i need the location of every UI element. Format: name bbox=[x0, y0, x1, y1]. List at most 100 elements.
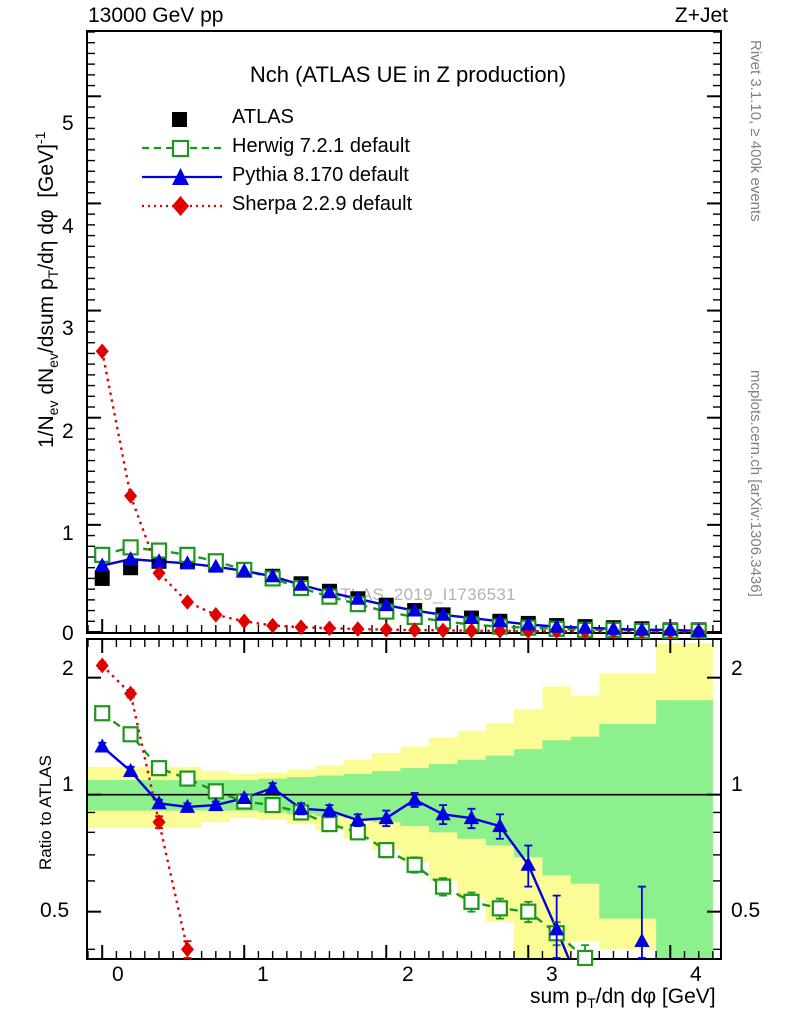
xtick-0: 0 bbox=[112, 963, 124, 986]
marker-diamond bbox=[209, 607, 223, 623]
main-line-sherpa bbox=[101, 351, 699, 633]
xtick-4: 4 bbox=[690, 963, 702, 986]
ytick-main-5: 5 bbox=[62, 112, 74, 135]
legend-key-pythia bbox=[142, 168, 222, 185]
marker-square-open bbox=[179, 770, 196, 787]
marker-triangle bbox=[634, 933, 650, 948]
marker-triangle bbox=[179, 555, 196, 570]
process-label: Z+Jet bbox=[674, 4, 728, 27]
main-plot-frame bbox=[86, 30, 722, 634]
marker-triangle bbox=[122, 551, 139, 566]
marker-square-open bbox=[463, 893, 480, 910]
marker-square-open bbox=[491, 900, 508, 917]
marker-triangle bbox=[236, 790, 252, 805]
marker-diamond bbox=[152, 814, 166, 830]
marker-triangle bbox=[548, 921, 565, 936]
marker-diamond bbox=[124, 488, 138, 504]
marker-square-open bbox=[520, 903, 537, 920]
ytick-ratio-right-1: 1 bbox=[731, 773, 743, 796]
marker-diamond bbox=[124, 685, 138, 702]
marker-triangle bbox=[463, 610, 480, 625]
marker-diamond bbox=[351, 621, 365, 637]
ratio-line bbox=[101, 664, 189, 950]
marker-triangle bbox=[378, 597, 394, 612]
marker-triangle bbox=[122, 763, 139, 778]
marker-triangle bbox=[634, 621, 650, 636]
marker-diamond bbox=[95, 343, 109, 360]
ytick-ratio-left-1: 1 bbox=[62, 773, 74, 796]
x-axis-label: sum pT/dη dφ [GeV] bbox=[530, 985, 716, 1012]
xtick-3: 3 bbox=[546, 963, 558, 986]
ytick-ratio-left-2: 2 bbox=[62, 657, 74, 680]
marker-triangle bbox=[662, 621, 678, 636]
ytick-main-4: 4 bbox=[62, 215, 74, 238]
marker-triangle bbox=[435, 606, 451, 621]
beam-energy-label: 13000 GeV pp bbox=[88, 4, 224, 27]
marker-triangle bbox=[264, 568, 281, 583]
marker-triangle bbox=[577, 619, 593, 634]
ytick-ratio-right-05: 0.5 bbox=[731, 899, 761, 922]
marker-square bbox=[94, 570, 110, 586]
marker-triangle bbox=[321, 584, 338, 599]
marker-triangle bbox=[605, 620, 622, 635]
xtick-2: 2 bbox=[402, 963, 414, 986]
marker-square-open bbox=[122, 726, 139, 743]
ytick-ratio-left-05: 0.5 bbox=[40, 899, 70, 922]
marker-square-open bbox=[94, 705, 111, 722]
marker-triangle bbox=[520, 856, 536, 871]
marker-triangle bbox=[293, 576, 309, 591]
ytick-main-0: 0 bbox=[62, 622, 74, 645]
marker-square-open bbox=[349, 824, 366, 841]
marker-diamond bbox=[436, 622, 450, 639]
legend-key-herwig bbox=[142, 139, 222, 158]
marker-triangle bbox=[236, 562, 252, 577]
marker-triangle bbox=[406, 602, 423, 617]
marker-triangle bbox=[151, 553, 167, 568]
ytick-main-2: 2 bbox=[62, 420, 74, 443]
marker-diamond bbox=[408, 622, 422, 638]
ytick-main-3: 3 bbox=[62, 317, 74, 340]
marker-square-open bbox=[207, 783, 224, 800]
ratio-plot-frame bbox=[86, 638, 722, 960]
marker-square-open bbox=[406, 856, 423, 873]
marker-triangle bbox=[264, 780, 281, 795]
legend-key-atlas bbox=[172, 112, 187, 127]
marker-triangle bbox=[321, 802, 338, 817]
marker-triangle bbox=[435, 806, 451, 821]
marker-diamond bbox=[237, 613, 251, 630]
marker-square-open bbox=[150, 760, 168, 777]
marker-diamond bbox=[294, 619, 308, 635]
marker-triangle bbox=[208, 797, 224, 812]
marker-triangle bbox=[94, 738, 110, 753]
marker-triangle bbox=[208, 558, 224, 573]
marker-square-open bbox=[378, 842, 395, 859]
marker-square-open bbox=[434, 878, 452, 895]
marker-triangle bbox=[151, 795, 167, 810]
marker-triangle bbox=[378, 810, 394, 825]
ytick-ratio-right-2: 2 bbox=[731, 657, 743, 680]
marker-diamond bbox=[266, 617, 280, 634]
marker-triangle bbox=[350, 590, 366, 605]
marker-triangle bbox=[463, 810, 480, 825]
marker-square-open bbox=[321, 816, 338, 833]
legend-label-pythia: Pythia 8.170 default bbox=[232, 164, 409, 186]
legend-label-herwig: Herwig 7.2.1 default bbox=[232, 135, 410, 157]
legend-label-atlas: ATLAS bbox=[232, 106, 294, 128]
main-line-herwig bbox=[101, 546, 699, 633]
plot-title: Nch (ATLAS UE in Z production) bbox=[249, 62, 567, 87]
marker-triangle bbox=[179, 798, 196, 813]
marker-diamond bbox=[493, 623, 507, 639]
legend-label-sherpa: Sherpa 2.2.9 default bbox=[232, 193, 413, 215]
analysis-watermark: ATLAS_2019_I1736531 bbox=[330, 585, 516, 604]
marker-triangle bbox=[94, 557, 110, 572]
marker-square-open bbox=[264, 797, 281, 814]
marker-diamond bbox=[180, 941, 194, 958]
marker-diamond bbox=[152, 565, 166, 581]
marker-diamond bbox=[379, 621, 393, 638]
ratio-line bbox=[101, 745, 570, 958]
xtick-1: 1 bbox=[257, 963, 269, 986]
legend-key-sherpa bbox=[142, 196, 222, 216]
ratio-band-inner bbox=[88, 700, 713, 958]
